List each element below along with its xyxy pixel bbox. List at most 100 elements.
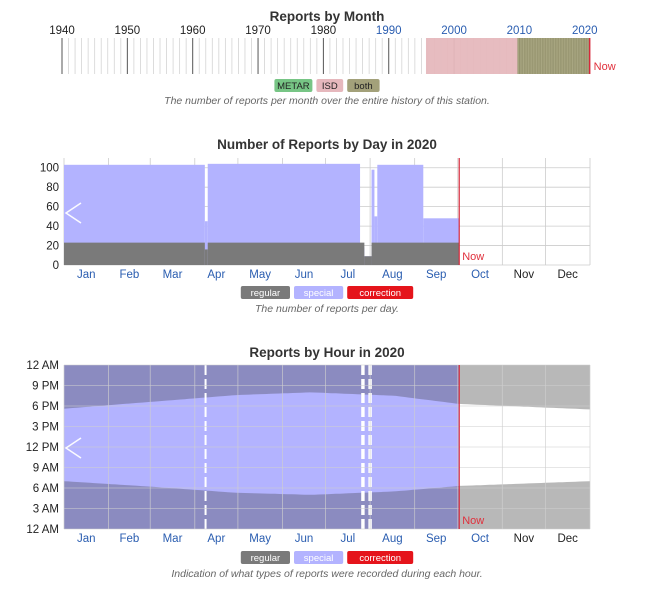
legend-label-1: ISD [322,81,338,92]
hourly-y-axis: 12 AM 9 PM 6 PM 3 PM 12 PM 9 AM 6 AM 3 AM 12 AM [26,360,59,536]
hourly-y-tick: 9 PM [32,381,59,393]
hourly-y-tick: 3 AM [33,504,59,516]
legend-label-2: correction [359,288,401,299]
hourly-month-label: Oct [471,533,490,545]
daily-y-tick: 60 [46,202,59,214]
hourly-y-tick: 12 AM [26,524,59,536]
hourly-month-label: Dec [557,533,578,545]
hourly-month-label: Jun [295,533,314,545]
daily-regular-segment-1 [204,249,208,265]
hourly-y-tick: 3 PM [32,422,59,434]
daily-y-tick: 20 [46,241,59,253]
daily-month-label: Jun [295,269,314,281]
daily-prev-chevron-icon[interactable] [64,202,82,224]
legend-swatch-1 [316,79,344,92]
hourly-y-tick: 9 AM [33,463,59,475]
daily-y-tick: 80 [46,182,59,194]
hourly-grid [63,364,591,530]
monthly-decade-label: 1960 [180,25,206,37]
hourly-month-label: Feb [119,533,139,545]
hourly-x-axis: Jan Feb Mar Apr May Jun Jul Aug Sep Oct Nov Dec [77,533,578,545]
daily-month-label: Mar [163,269,183,281]
daily-special-segment-1 [204,221,208,265]
daily-month-label: May [249,269,271,281]
monthly-period-0 [425,38,518,74]
legend-swatch-2 [347,79,380,92]
daily-y-tick: 40 [46,221,59,233]
legend-label-0: regular [251,553,281,564]
monthly-caption: The number of reports per month over the… [164,95,490,107]
hourly-month-label: Mar [163,533,183,545]
daily-month-label: Oct [471,269,490,281]
monthly-decade-label: 1990 [376,25,402,37]
daily-month-label: Aug [382,269,402,281]
hourly-month-label: Sep [426,533,446,545]
legend-label-2: both [354,81,373,92]
hourly-month-label: Nov [514,533,535,545]
legend-label-0: METAR [277,81,310,92]
daily-chart: Number of Reports by Day in 2020 100 80 60… [40,137,591,315]
monthly-decade-labels: 1940 1950 1960 1970 1980 1990 2000 2010 2020 [49,25,597,37]
monthly-decade-label: 1970 [245,25,271,37]
daily-regular-area [64,242,460,265]
hourly-month-label: Jul [340,533,355,545]
hourly-month-label: May [249,533,271,545]
daily-y-tick: 0 [53,260,59,272]
daily-y-axis: 100 80 60 40 20 0 [40,163,59,272]
legend-swatch-0 [240,286,290,299]
hourly-y-tick: 6 PM [32,401,59,413]
hourly-prev-chevron-icon[interactable] [64,437,82,459]
monthly-decade-label: 1940 [49,25,75,37]
monthly-now-label: Now [594,61,616,73]
hourly-month-label: Jan [77,533,96,545]
hourly-y-tick: 6 AM [33,483,59,495]
monthly-decade-label: 2000 [441,25,467,37]
legend-swatch-2 [347,286,414,299]
monthly-decade-label: 2010 [507,25,533,37]
legend-label-2: correction [359,553,401,564]
daily-regular-segment-2 [207,242,365,265]
daily-x-axis: Jan Feb Mar Apr May Jun Jul Aug Sep Oct Nov Dec [77,269,578,281]
hourly-legend: regular special correction [240,551,414,564]
hourly-night-band-morning [64,481,460,529]
daily-now-label: Now [462,251,484,263]
hourly-y-tick: 12 AM [26,360,59,372]
daily-regular-segment-3 [364,256,372,265]
legend-swatch-1 [294,286,344,299]
monthly-decade-label: 1950 [115,25,141,37]
hourly-now-label: Now [462,515,484,527]
hourly-y-tick: 12 PM [26,442,59,454]
legend-swatch-0 [240,551,290,564]
monthly-chart: Reports by Month 1940 1950 1960 1970 1980 199… [49,9,616,107]
hourly-chart: Reports by Hour in 2020 12 AM 9 PM 6 PM 3 P… [26,345,591,580]
daily-y-tick: 100 [40,163,59,175]
hourly-month-label: Aug [382,533,402,545]
hourly-title: Reports by Hour in 2020 [249,345,404,360]
daily-month-label: Feb [119,269,139,281]
daily-legend: regular special correction [240,286,414,299]
legend-label-1: special [304,553,334,564]
daily-special-segment-5 [371,169,375,265]
legend-swatch-1 [294,551,344,564]
daily-month-label: Jan [77,269,96,281]
monthly-title: Reports by Month [270,9,385,24]
hourly-future-night-evening [459,365,590,410]
monthly-decade-label: 2020 [572,25,598,37]
monthly-legend: METAR ISD both [274,79,380,92]
daily-month-label: Jul [340,269,355,281]
monthly-decade-label: 1980 [311,25,337,37]
daily-regular-segment-0 [64,242,205,265]
monthly-periods [425,38,590,74]
hourly-month-label: Apr [207,533,225,545]
hourly-night-band-evening [64,365,460,409]
legend-label-1: special [304,288,334,299]
hourly-future-night-morning [459,481,590,529]
daily-month-label: Nov [514,269,535,281]
legend-swatch-2 [347,551,414,564]
daily-regular-segment-4 [371,242,460,265]
daily-caption: The number of reports per day. [255,303,399,315]
legend-label-0: regular [251,288,281,299]
daily-title: Number of Reports by Day in 2020 [217,137,437,152]
daily-month-label: Sep [426,269,446,281]
